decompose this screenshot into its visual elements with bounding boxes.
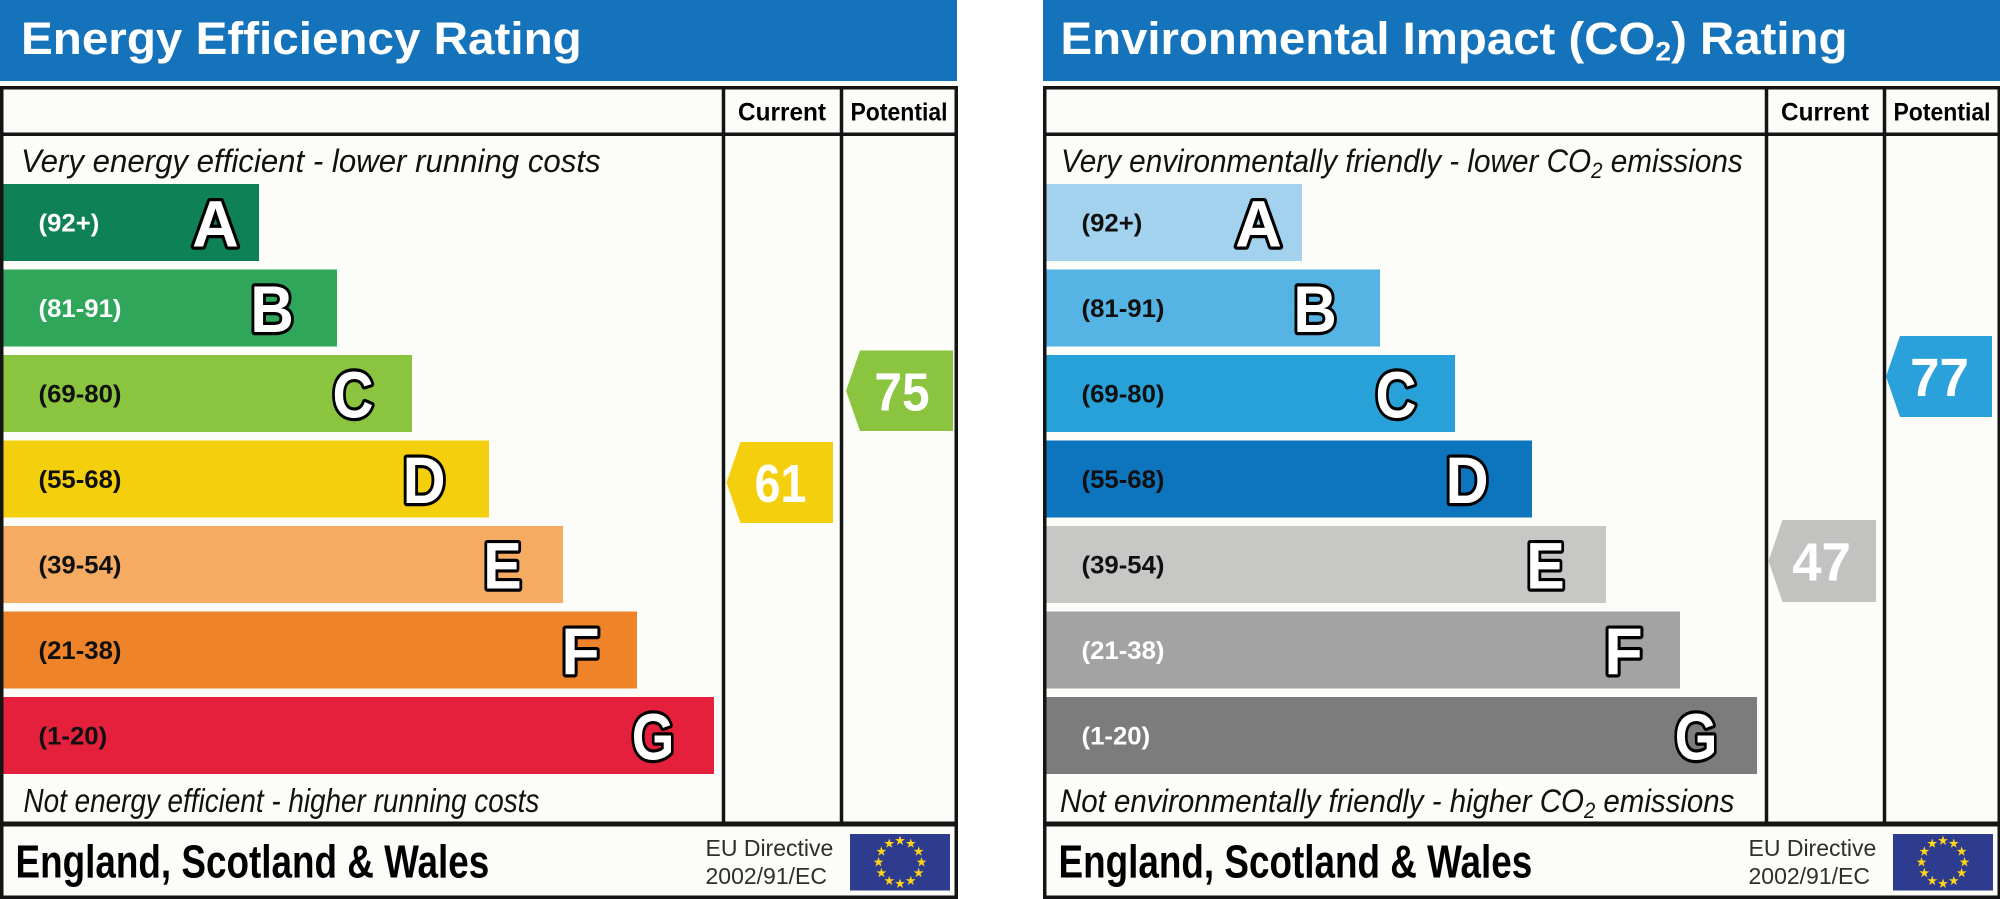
svg-text:Current: Current	[1781, 99, 1869, 126]
svg-text:England, Scotland & Wales: England, Scotland & Wales	[16, 836, 490, 888]
svg-text:(55-68): (55-68)	[39, 466, 122, 494]
svg-text:2002/91/EC: 2002/91/EC	[706, 863, 827, 889]
svg-text:77: 77	[1910, 349, 1969, 409]
svg-text:Energy Efficiency Rating: Energy Efficiency Rating	[21, 13, 582, 64]
svg-text:B: B	[1293, 273, 1336, 346]
svg-text:Potential: Potential	[1893, 99, 1990, 127]
svg-text:Not energy efficient - higher: Not energy efficient - higher running co…	[24, 783, 540, 820]
svg-text:(92+): (92+)	[39, 210, 100, 238]
svg-text:2002/91/EC: 2002/91/EC	[1749, 863, 1870, 889]
svg-text:(21-38): (21-38)	[1082, 637, 1165, 665]
svg-text:(1-20): (1-20)	[1082, 723, 1151, 751]
svg-text:47: 47	[1792, 533, 1851, 593]
svg-text:A: A	[192, 187, 239, 261]
svg-text:Not environmentally friendly -: Not environmentally friendly - higher CO…	[1060, 783, 1734, 823]
svg-text:75: 75	[874, 361, 929, 421]
svg-text:(39-54): (39-54)	[39, 552, 122, 580]
svg-text:Very energy efficient - lower: Very energy efficient - lower running co…	[21, 143, 601, 179]
svg-text:(1-20): (1-20)	[39, 723, 108, 751]
svg-text:(69-80): (69-80)	[39, 381, 122, 409]
svg-text:G: G	[1675, 700, 1718, 774]
svg-text:England, Scotland & Wales: England, Scotland & Wales	[1059, 836, 1533, 888]
svg-text:F: F	[561, 615, 599, 689]
svg-text:(55-68): (55-68)	[1082, 466, 1165, 494]
svg-text:C: C	[333, 359, 374, 433]
svg-text:(81-91): (81-91)	[39, 295, 122, 323]
svg-text:G: G	[632, 700, 675, 774]
svg-text:Potential: Potential	[850, 99, 947, 127]
svg-text:E: E	[1526, 530, 1564, 604]
svg-text:F: F	[1604, 615, 1642, 689]
svg-text:Current: Current	[738, 99, 826, 126]
svg-text:(39-54): (39-54)	[1082, 552, 1165, 580]
svg-text:61: 61	[755, 453, 807, 514]
svg-text:A: A	[1235, 187, 1282, 261]
svg-text:E: E	[483, 530, 521, 604]
svg-text:(81-91): (81-91)	[1082, 295, 1165, 323]
svg-text:B: B	[250, 273, 293, 346]
svg-text:C: C	[1376, 359, 1417, 433]
svg-text:(69-80): (69-80)	[1082, 381, 1165, 409]
svg-text:Environmental Impact (CO2) Rat: Environmental Impact (CO2) Rating	[1061, 13, 1848, 66]
svg-text:D: D	[1446, 444, 1489, 518]
svg-text:EU Directive: EU Directive	[1749, 835, 1877, 861]
svg-text:(92+): (92+)	[1082, 210, 1143, 238]
svg-text:D: D	[403, 444, 446, 518]
svg-text:(21-38): (21-38)	[39, 637, 122, 665]
svg-text:EU Directive: EU Directive	[706, 835, 834, 861]
svg-text:Very environmentally friendly: Very environmentally friendly - lower CO…	[1061, 143, 1743, 183]
